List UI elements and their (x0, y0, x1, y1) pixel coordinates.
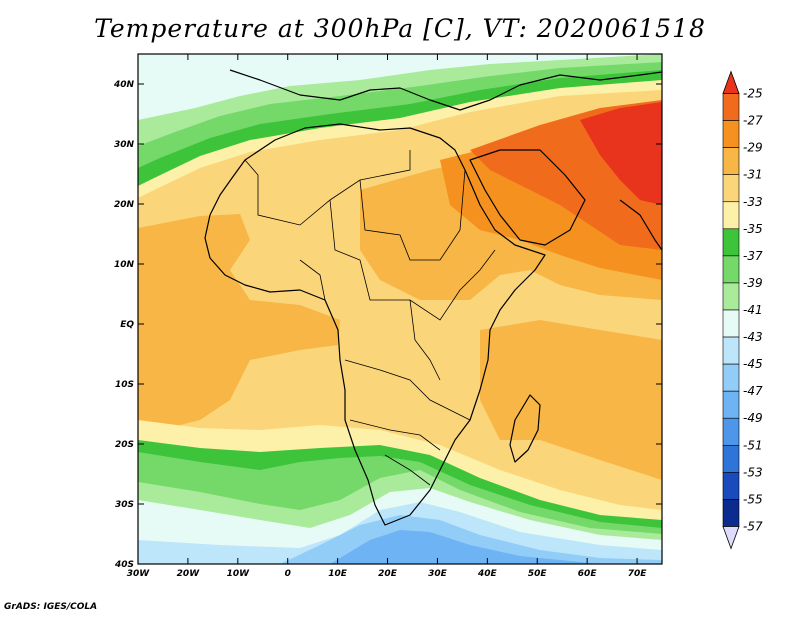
legend-label: -37 (743, 249, 763, 263)
map-title: Temperature at 300hPa [C], VT: 202006151… (94, 14, 706, 43)
border-line (409, 299, 441, 381)
legend-swatch (722, 390, 740, 419)
legend-label: -49 (743, 411, 763, 425)
legend-swatch (722, 174, 740, 203)
legend-swatch (722, 499, 740, 527)
legend-swatch (722, 120, 740, 148)
legend-label: -51 (743, 438, 763, 452)
legend-swatch (722, 255, 740, 284)
y-tick-label: 40S (114, 560, 134, 570)
legend-label: -39 (743, 276, 763, 290)
x-tick-label: 0 (285, 569, 291, 579)
x-tick-label: 30E (428, 569, 448, 579)
europe-coastline (229, 69, 662, 111)
x-tick-label: 20W (177, 569, 201, 579)
border-line (349, 419, 441, 451)
plot-frame (137, 53, 663, 565)
legend-label: -27 (743, 114, 763, 128)
legend-swatch (722, 417, 740, 446)
madagascar-coastline (509, 394, 541, 463)
x-tick-label: 60E (578, 569, 598, 579)
legend-label: -25 (743, 87, 763, 101)
x-tick-label: 30W (127, 569, 151, 579)
x-tick-label: 70E (628, 569, 648, 579)
legend-label: -43 (743, 330, 763, 344)
temperature-field (138, 54, 662, 564)
border-line (299, 259, 326, 301)
legend-label: -45 (743, 357, 763, 371)
india-coastline (619, 199, 662, 251)
country-borders (244, 150, 496, 486)
legend-label: -33 (743, 195, 763, 209)
legend-label: -35 (743, 222, 763, 236)
legend-swatch (722, 147, 740, 176)
band-minus-43-north (138, 54, 662, 120)
y-tick-label: 10N (114, 260, 135, 270)
y-tick-label: 20S (115, 440, 134, 450)
y-tick-label: 30S (115, 500, 134, 510)
legend-swatch (722, 309, 740, 338)
legend-lower-arrow (722, 526, 740, 550)
legend-swatch (722, 201, 740, 230)
x-tick-label: 40E (477, 569, 498, 579)
legend-swatch (722, 444, 740, 473)
legend-swatch (722, 363, 740, 392)
y-tick-label: 40N (113, 80, 135, 90)
legend-swatch (722, 336, 740, 365)
band-minus-25 (580, 102, 662, 205)
legend-swatch (722, 93, 740, 121)
y-tick-label: 20N (114, 200, 135, 210)
arabia-coastline (469, 149, 586, 246)
y-tick-label: 30N (114, 140, 135, 150)
x-tick-label: 10W (227, 569, 251, 579)
legend-swatch (722, 472, 740, 500)
x-tick-label: 20E (378, 569, 398, 579)
band-minus-31-southeast (480, 320, 662, 480)
legend-label: -47 (743, 384, 763, 398)
legend-label: -29 (743, 141, 763, 155)
legend-label: -41 (743, 303, 763, 317)
legend-label: -57 (743, 519, 763, 533)
legend-label: -31 (743, 168, 763, 182)
x-tick-label: 10E (328, 569, 348, 579)
border-line (244, 150, 411, 226)
grads-credit: GrADS: IGES/COLA (4, 602, 98, 612)
legend-swatch (722, 282, 740, 311)
axis-ticks: 30W 20W 10W 0 10E 20E 30E 40E 50E 60E 70E 40N 30N 20N… (113, 54, 662, 579)
border-line (344, 359, 471, 421)
legend-upper-arrow (722, 70, 740, 94)
africa-coastline (204, 123, 546, 526)
legend-swatch (722, 228, 740, 257)
color-legend: -25 -27 -29 -31 -33 -35 -37 -39 -41 -43 -45 -47 -49 -… (722, 70, 763, 550)
legend-label: -53 (743, 465, 763, 479)
band-minus-31-west (138, 214, 340, 432)
legend-label: -55 (743, 492, 763, 506)
x-tick-label: 50E (528, 569, 548, 579)
y-tick-label: EQ (120, 320, 134, 330)
border-line (359, 169, 466, 261)
coastlines (204, 69, 662, 526)
band-minus-49-south (330, 530, 600, 564)
y-tick-label: 10S (115, 380, 134, 390)
border-line (384, 454, 431, 486)
